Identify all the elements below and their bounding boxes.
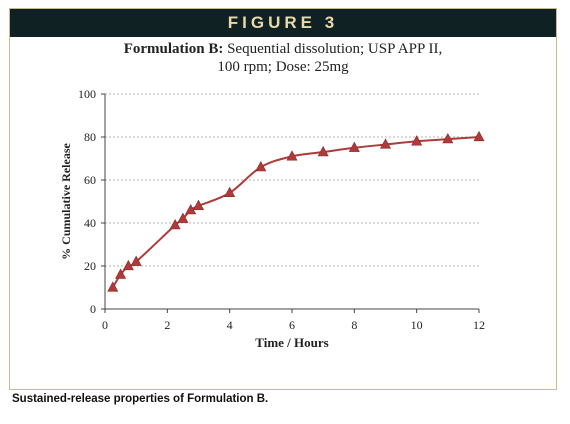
data-point xyxy=(169,219,181,230)
x-tick-label: 4 xyxy=(227,318,233,332)
data-point xyxy=(411,135,423,146)
y-axis-label: % Cumulative Release xyxy=(59,143,73,260)
data-point xyxy=(442,133,454,144)
x-tick-label: 8 xyxy=(351,318,357,332)
x-tick-label: 2 xyxy=(164,318,170,332)
x-tick-label: 12 xyxy=(473,318,485,332)
y-tick-label: 0 xyxy=(90,302,96,316)
chart-title-bold: Formulation B: xyxy=(123,41,224,57)
x-tick-label: 10 xyxy=(411,318,423,332)
y-tick-label: 20 xyxy=(84,259,96,273)
data-point xyxy=(317,145,329,157)
chart-subtitle: 100 rpm; Dose: 25mg xyxy=(217,59,349,75)
y-tick-label: 80 xyxy=(84,130,96,144)
chart-title: Formulation B: Sequential dissolution; U… xyxy=(60,40,506,76)
data-point xyxy=(107,281,119,292)
x-axis-label: Time / Hours xyxy=(255,335,328,350)
figure-frame: FIGURE 3 xyxy=(9,8,557,390)
data-point xyxy=(348,141,360,152)
data-point xyxy=(255,160,267,172)
y-tick-label: 60 xyxy=(84,173,96,187)
data-point xyxy=(177,212,189,223)
data-point xyxy=(115,268,127,279)
figure-caption: Sustained-release properties of Formulat… xyxy=(12,393,269,405)
data-point xyxy=(192,199,205,210)
x-tick-label: 0 xyxy=(102,318,108,332)
y-tick-label: 40 xyxy=(84,216,96,230)
y-tick-label: 100 xyxy=(78,87,96,101)
chart-title-rest: Sequential dissolution; USP APP II, xyxy=(223,41,443,57)
x-tick-label: 6 xyxy=(289,318,295,332)
data-point xyxy=(185,203,197,215)
data-point xyxy=(379,138,392,149)
data-point xyxy=(130,255,142,266)
data-point xyxy=(122,259,134,271)
data-point xyxy=(224,186,236,198)
data-point xyxy=(473,130,485,142)
data-point xyxy=(286,150,298,161)
figure-header: FIGURE 3 xyxy=(10,9,556,37)
